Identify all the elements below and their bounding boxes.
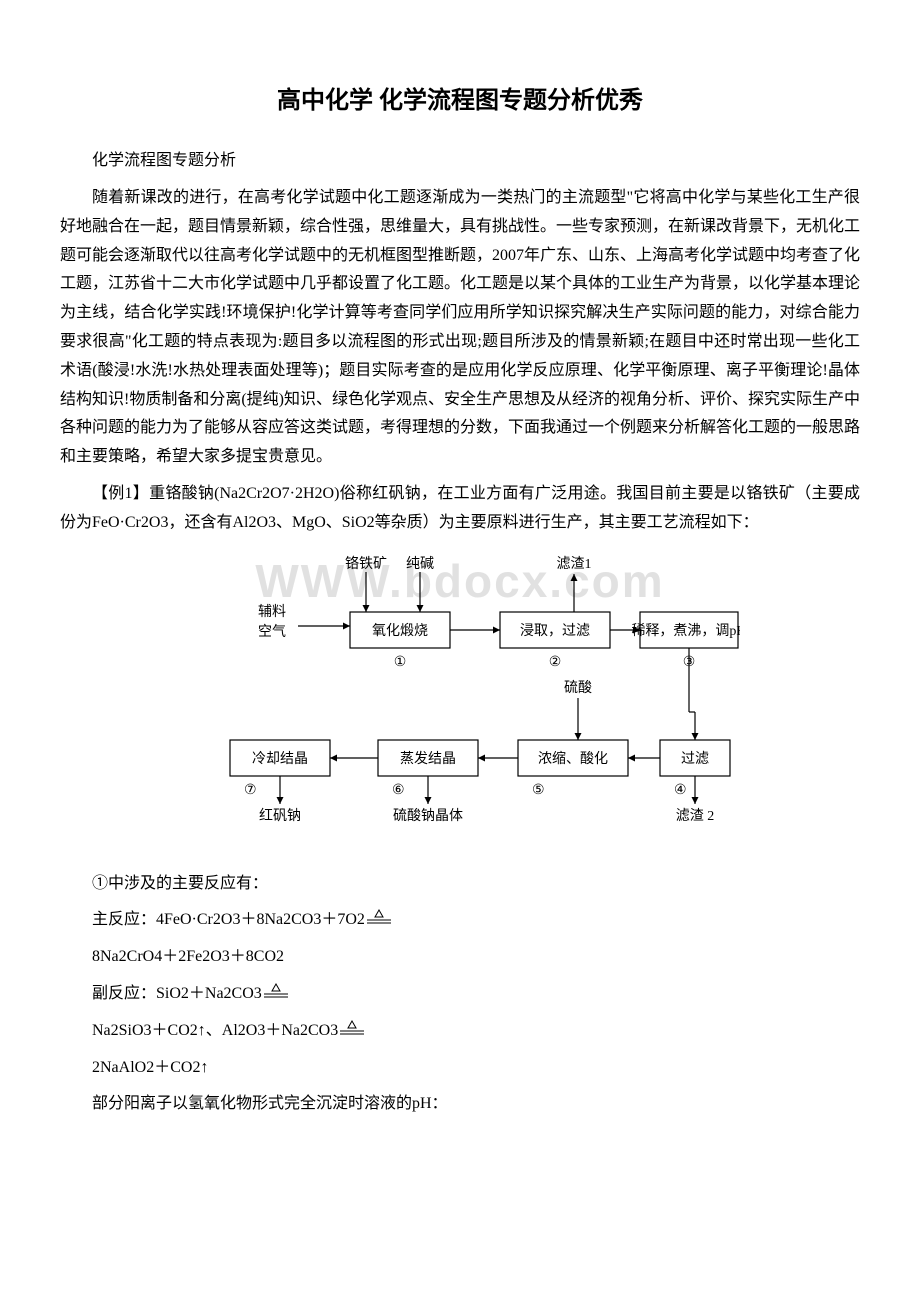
side-reaction-line3: 2NaAlO2＋CO2↑ [60, 1054, 860, 1083]
svg-text:空气: 空气 [258, 624, 286, 640]
svg-text:硫酸钠晶体: 硫酸钠晶体 [393, 808, 463, 824]
intro-line-1: 化学流程图专题分析 [60, 147, 860, 176]
svg-text:⑥: ⑥ [392, 783, 405, 798]
svg-text:辅料: 辅料 [258, 604, 286, 620]
svg-text:滤渣1: 滤渣1 [557, 556, 592, 572]
svg-text:①: ① [394, 655, 407, 670]
reaction-arrow-delta-3 [338, 1019, 368, 1035]
svg-text:冷却结晶: 冷却结晶 [252, 751, 308, 767]
page-title: 高中化学 化学流程图专题分析优秀 [60, 80, 860, 123]
svg-text:②: ② [549, 655, 562, 670]
document-content: 高中化学 化学流程图专题分析优秀 化学流程图专题分析 随着新课改的进行，在高考化… [60, 80, 860, 1119]
svg-text:纯碱: 纯碱 [406, 556, 434, 572]
svg-text:氧化煅烧: 氧化煅烧 [372, 623, 428, 639]
side-reaction-text1: 副反应：SiO2＋Na2CO3 [92, 985, 262, 1002]
main-reaction-text: 主反应：4FeO·Cr2O3＋8Na2CO3＋7O2 [92, 911, 365, 928]
svg-text:浸取，过滤: 浸取，过滤 [520, 623, 590, 639]
svg-text:④: ④ [674, 783, 687, 798]
svg-text:滤渣 2: 滤渣 2 [676, 808, 715, 824]
reaction-intro: ①中涉及的主要反应有： [60, 870, 860, 899]
reaction-arrow-delta-2 [262, 982, 292, 998]
process-flowchart: 铬铁矿纯碱滤渣1辅料空气氧化煅烧①浸取，过滤②稀释，煮沸，调pH③冷却结晶⑦红矾… [180, 552, 740, 852]
svg-text:蒸发结晶: 蒸发结晶 [400, 751, 456, 767]
svg-text:红矾钠: 红矾钠 [259, 808, 301, 824]
side-reaction-line1: 副反应：SiO2＋Na2CO3 [60, 980, 860, 1009]
main-reaction-line1: 主反应：4FeO·Cr2O3＋8Na2CO3＋7O2 [60, 906, 860, 935]
main-reaction-line2: 8Na2CrO4＋2Fe2O3＋8CO2 [60, 943, 860, 972]
svg-text:⑤: ⑤ [532, 783, 545, 798]
flowchart-container: 铬铁矿纯碱滤渣1辅料空气氧化煅烧①浸取，过滤②稀释，煮沸，调pH③冷却结晶⑦红矾… [60, 552, 860, 852]
svg-text:过滤: 过滤 [681, 751, 709, 767]
side-reaction-text2: Na2SiO3＋CO2↑、Al2O3＋Na2CO3 [92, 1022, 338, 1039]
example-heading: 【例1】重铬酸钠(Na2Cr2O7·2H2O)俗称红矾钠，在工业方面有广泛用途。… [60, 480, 860, 538]
svg-text:浓缩、酸化: 浓缩、酸化 [538, 751, 608, 767]
svg-text:硫酸: 硫酸 [564, 680, 592, 696]
side-reaction-line2: Na2SiO3＋CO2↑、Al2O3＋Na2CO3 [60, 1017, 860, 1046]
svg-text:稀释，煮沸，调pH: 稀释，煮沸，调pH [631, 623, 740, 639]
svg-text:⑦: ⑦ [244, 783, 257, 798]
reaction-arrow-delta-1 [365, 908, 395, 924]
intro-paragraph: 随着新课改的进行，在高考化学试题中化工题逐渐成为一类热门的主流题型"它将高中化学… [60, 184, 860, 472]
ph-note: 部分阳离子以氢氧化物形式完全沉淀时溶液的pH： [60, 1090, 860, 1119]
svg-text:铬铁矿: 铬铁矿 [345, 556, 387, 572]
